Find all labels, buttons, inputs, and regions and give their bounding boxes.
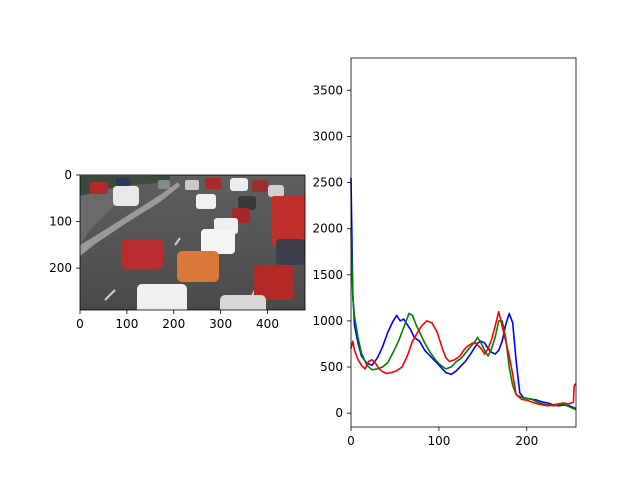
histogram-x-tick-label: 0 <box>347 434 355 448</box>
histogram-x-tick-label: 200 <box>515 434 538 448</box>
histogram-y-tick-label: 1000 <box>312 314 343 328</box>
histogram-axes-frame <box>350 57 577 428</box>
histogram-series-line <box>350 310 577 407</box>
image-x-ticks: 0 100 200 300 400 <box>76 310 279 331</box>
histogram-panel: 0 100 200 0 500 1000 1500 2000 2500 3000 3500 <box>312 57 577 448</box>
histogram-y-tick-label: 2500 <box>312 176 343 190</box>
image-y-tick-label: 100 <box>49 215 72 229</box>
image-x-tick-label: 200 <box>162 317 185 331</box>
traffic-photo <box>80 175 305 310</box>
histogram-y-tick-label: 1500 <box>312 268 343 282</box>
histogram-y-tick-label: 2000 <box>312 222 343 236</box>
histogram-y-ticks: 0 500 1000 1500 2000 2500 3000 3500 <box>312 83 351 420</box>
histogram-x-tick-label: 100 <box>427 434 450 448</box>
image-x-tick-label: 300 <box>209 317 232 331</box>
image-panel: 0 100 200 300 400 0 100 200 <box>49 168 306 331</box>
histogram-y-tick-label: 0 <box>335 406 343 420</box>
histogram-series-line <box>350 228 577 411</box>
histogram-y-tick-label: 3000 <box>312 129 343 143</box>
image-y-tick-label: 200 <box>49 261 72 275</box>
histogram-y-tick-label: 500 <box>320 360 343 374</box>
image-x-tick-label: 0 <box>76 317 84 331</box>
histogram-y-tick-label: 3500 <box>312 83 343 97</box>
image-x-tick-label: 400 <box>256 317 279 331</box>
image-x-tick-label: 100 <box>115 317 138 331</box>
image-y-ticks: 0 100 200 <box>49 168 80 275</box>
histogram-lines <box>350 177 577 411</box>
histogram-x-ticks: 0 100 200 <box>347 427 538 448</box>
image-y-tick-label: 0 <box>64 168 72 182</box>
